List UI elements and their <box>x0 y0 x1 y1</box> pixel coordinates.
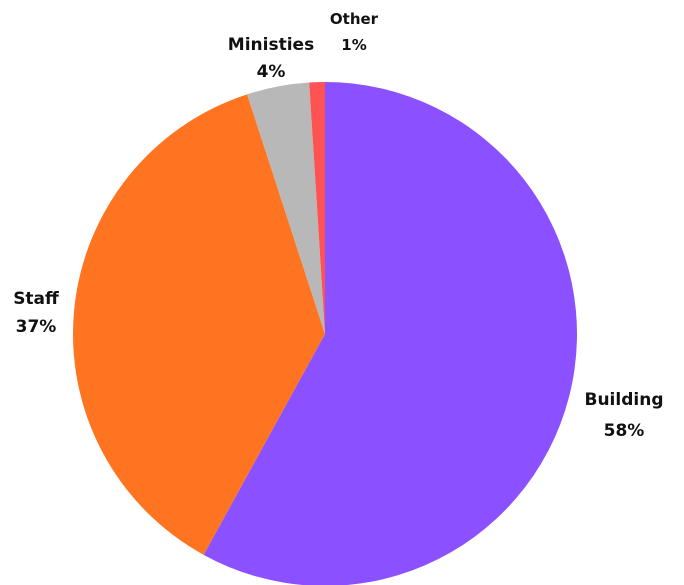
pie-slice-ministies <box>247 82 325 334</box>
slice-label-building: Building <box>585 390 664 410</box>
slice-value-ministies: 4% <box>257 62 286 82</box>
pie-slice-building <box>203 82 577 585</box>
slice-label-other: Other <box>330 10 379 28</box>
pie-slice-other <box>309 82 325 334</box>
slice-label-ministies: Ministies <box>228 35 314 55</box>
pie-slices <box>72 82 577 585</box>
slice-value-staff: 37% <box>16 317 57 337</box>
slice-value-building: 58% <box>604 421 645 441</box>
slice-value-other: 1% <box>341 36 366 54</box>
slice-label-staff: Staff <box>13 289 59 309</box>
pie-slice-staff <box>72 94 325 555</box>
